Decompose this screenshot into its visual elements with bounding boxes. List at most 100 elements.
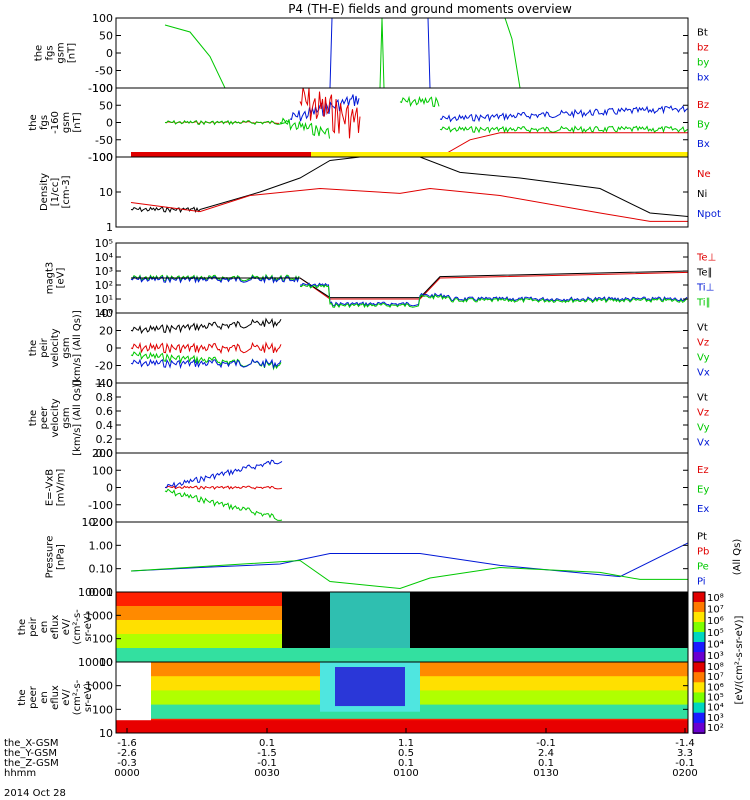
y-tick-label: 100 [92, 633, 113, 646]
series-Vt [130, 317, 282, 335]
series-by-2 [504, 18, 521, 88]
footer-value: 0030 [254, 768, 279, 779]
legend-Ti∥: Ti∥ [696, 298, 711, 309]
legend-Te⊥: Te⊥ [696, 253, 716, 264]
series-Ti-perp-2 [299, 282, 688, 307]
footer-value: -1.4 [675, 738, 695, 749]
legend-Vy: Vy [697, 423, 710, 434]
y-tick-label: 1000 [85, 609, 113, 622]
series-Ni-2 [199, 157, 688, 217]
y-axis-label: [km/s] (All Qs)] [72, 380, 83, 456]
legend-bz: bz [697, 43, 709, 54]
y-tick-label: 0 [106, 117, 113, 130]
y-axis-label: peer [39, 406, 50, 430]
panel-frame [115, 17, 689, 89]
panel-frame [115, 382, 689, 454]
footer-value: 2.4 [538, 748, 554, 759]
colorbar-tick-label: 10³ [707, 713, 724, 724]
colorbars: 10⁸10⁷10⁶10⁵10⁴10³10⁸10⁷10⁶10⁵10⁴10³10²[… [692, 591, 745, 734]
colorbar-segment [693, 662, 705, 674]
y-tick-label: -50 [95, 65, 113, 78]
footer-value: -0.1 [257, 758, 277, 769]
legend-Bz: Bz [697, 100, 709, 111]
y-axis-label: (cm²-s- [72, 679, 83, 715]
legend-Ne: Ne [697, 169, 711, 180]
footer-value: -0.3 [117, 758, 137, 769]
y-tick-label: 0.8 [96, 391, 114, 404]
legend-Pi: Pi [697, 577, 706, 588]
colorbar-segment [693, 712, 705, 724]
y-axis-label: eV/ [61, 689, 72, 706]
colorbar-tick-label: 10⁸ [707, 593, 724, 604]
y-tick-label: 10⁵ [95, 237, 113, 250]
colorbar-tick-label: 10⁶ [707, 616, 724, 627]
y-tick-label: 0 [106, 47, 113, 60]
colorbar-label: [eV/(cm²-s-sr-eV)] [734, 615, 745, 704]
series-Ni [130, 206, 201, 214]
footer-label-the_Y-GSM: the_Y-GSM [4, 748, 57, 759]
panel-peer-eflux: 10000 1000 100 10 the peer en eflux eV/(cm²-s-sr… [17, 656, 689, 740]
colorbar-segment [693, 682, 705, 694]
legend-Pb: Pb [697, 547, 709, 558]
legend-Vy: Vy [697, 353, 710, 364]
y-tick-label: 20 [99, 325, 113, 338]
colorbar-frame [692, 661, 706, 734]
plot-area [164, 459, 283, 521]
y-axis-label: the [28, 340, 39, 356]
y-axis-label: Pressure [45, 536, 56, 579]
series-By-4 [439, 125, 688, 134]
legend-Vz: Vz [697, 338, 709, 349]
panel-peir-velocity: 40 20 0 -20 -40 the peir velocity gsm [km/s] (All… [28, 307, 710, 390]
y-axis-label: sr-eV) [83, 612, 94, 641]
colorbar-segment [693, 702, 705, 714]
series-Bz-2 [299, 88, 361, 139]
plot-area [130, 542, 688, 590]
plot-area [130, 317, 282, 371]
y-tick-label: 10 [99, 186, 113, 199]
colorbar-segment [693, 692, 705, 704]
y-tick-label: 1.00 [89, 539, 114, 552]
footer-value: 0.1 [398, 758, 414, 769]
colorbar-tick-label: 10³ [707, 651, 724, 662]
colorbar-tick-label: 10⁸ [707, 662, 724, 673]
bar-yellow [311, 152, 688, 157]
y-tick-label: 1 [106, 221, 113, 234]
colorbar-segment [693, 652, 705, 663]
legend-Vx: Vx [697, 368, 710, 379]
y-axis-label: eflux [50, 685, 61, 710]
panel-peer-velocity: 1.00.80.60.40.20.0 the peer velocity gsm [km/… [28, 377, 710, 460]
colorbar-segment [693, 612, 705, 623]
y-tick-label: 10⁰ [95, 307, 114, 320]
y-tick-label: -50 [95, 134, 113, 147]
y-axis-label: en [39, 621, 50, 634]
y-tick-label: -200 [88, 516, 113, 529]
legend-By: By [697, 120, 710, 131]
y-axis-label: peir [39, 337, 50, 357]
series-Bz-3 [439, 132, 688, 157]
y-axis-label: the [34, 45, 45, 61]
y-axis-label: gsm [61, 407, 72, 428]
panel-frame [115, 521, 689, 593]
y-tick-label: 0.10 [89, 563, 114, 576]
footer-label-hhmm: hhmm [4, 768, 36, 779]
y-axis-label: velocity [50, 398, 61, 437]
footer-value: -0.1 [675, 758, 695, 769]
y-tick-label: 0 [106, 342, 113, 355]
footer-value: 0130 [533, 768, 558, 779]
series-Pe [130, 559, 688, 590]
y-axis-label: en [39, 691, 50, 704]
colorbar-segment [693, 622, 705, 633]
colorbar-tick-label: 10⁵ [707, 628, 724, 639]
y-tick-label: 100 [92, 12, 113, 25]
colorbar-tick-label: 10² [707, 723, 724, 734]
footer-label-the_Z-GSM: the_Z-GSM [4, 758, 59, 769]
y-tick-label: 0.0 [96, 447, 114, 460]
colorbar-tick-label: 10⁴ [707, 703, 724, 714]
y-tick-label: 100 [92, 464, 113, 477]
footer-value: 0200 [672, 768, 697, 779]
series-Ez [164, 485, 283, 490]
footer-value: 0.1 [259, 738, 275, 749]
footer-label-the_X-GSM: the_X-GSM [4, 738, 58, 749]
